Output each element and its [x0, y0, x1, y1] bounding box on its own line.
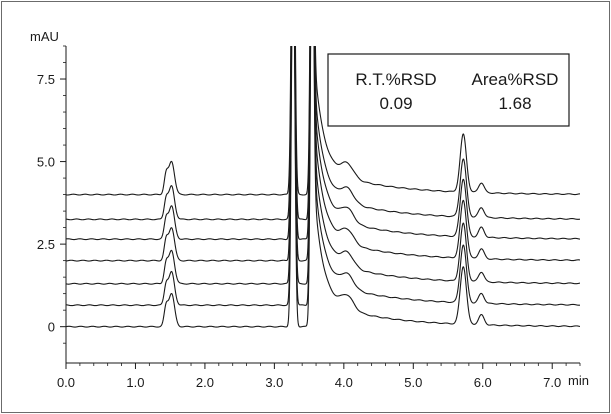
chromatogram-trace	[66, 46, 580, 241]
minor-ticks	[63, 45, 581, 366]
chromatogram-trace	[66, 46, 580, 196]
x-tick-label: 2.0	[196, 375, 214, 390]
chromatogram-trace	[66, 46, 580, 221]
y-axis-unit: mAU	[30, 29, 59, 44]
tick-labels: 0.0 1.0 2.0 3.0 4.0 5.0 6.0 7.0 0 2.5 5.0 7.5	[37, 72, 561, 390]
chromatogram-trace	[66, 46, 580, 285]
x-tick-label: 1.0	[126, 375, 144, 390]
major-ticks	[60, 78, 553, 369]
chromatogram-trace	[66, 46, 580, 262]
rt-rsd-header: R.T.%RSD	[355, 70, 436, 89]
x-axis-unit: min	[568, 373, 589, 388]
chromatogram-trace	[66, 46, 580, 307]
area-rsd-header: Area%RSD	[472, 70, 559, 89]
rt-rsd-value: 0.09	[379, 94, 412, 113]
rsd-annotation-box: R.T.%RSD Area%RSD 0.09 1.68	[327, 53, 570, 127]
x-tick-label: 6.0	[474, 375, 492, 390]
y-tick-label: 2.5	[37, 237, 55, 252]
x-tick-label: 5.0	[404, 375, 422, 390]
area-rsd-value: 1.68	[498, 94, 531, 113]
x-tick-label: 7.0	[543, 375, 561, 390]
y-tick-label: 0	[48, 320, 55, 335]
x-tick-label: 4.0	[335, 375, 353, 390]
x-tick-label: 3.0	[265, 375, 283, 390]
y-tick-label: 5.0	[37, 155, 55, 170]
x-tick-label: 0.0	[57, 375, 75, 390]
chromatogram-traces	[66, 46, 580, 328]
chromatogram-trace	[66, 46, 580, 328]
y-tick-label: 7.5	[37, 72, 55, 87]
